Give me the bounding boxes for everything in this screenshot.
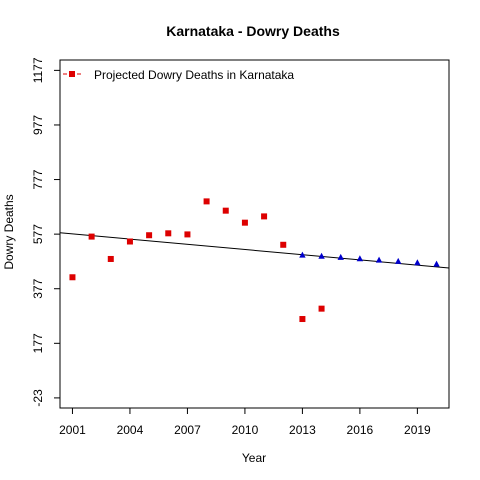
x-tick-label: 2010 [232,423,259,437]
y-tick-label: 377 [31,278,45,298]
projected-point [375,256,383,263]
y-tick-label: 977 [31,115,45,135]
y-tick-label: 177 [31,333,45,353]
projected-point [299,251,306,258]
x-axis: 2001 2004 2007 2010 2013 2016 2019 [59,408,431,437]
trend-line [59,232,450,269]
x-tick-label: 2019 [404,423,431,437]
y-tick-label: 1177 [31,57,45,83]
y-tick-label: -23 [31,389,45,407]
chart-title: Karnataka - Dowry Deaths [166,23,340,39]
x-tick-label: 2016 [347,423,374,437]
actual-point [107,255,114,262]
x-tick-label: 2013 [289,423,316,437]
actual-point [280,241,287,248]
actual-point [69,274,76,281]
actual-point [222,207,229,214]
legend-marker [69,71,75,77]
projected-point [356,255,364,262]
actual-point [261,213,268,220]
data-points [69,198,440,323]
actual-point [165,230,172,237]
legend-label: Projected Dowry Deaths in Karnataka [94,68,294,82]
projected-point [414,259,421,266]
x-tick-label: 2001 [59,423,86,437]
projected-point [433,260,440,267]
plot-frame [59,59,450,409]
actual-point [184,231,191,238]
y-axis-label: Dowry Deaths [2,194,16,269]
x-tick-label: 2007 [174,423,201,437]
actual-point [318,305,325,312]
y-tick-label: 777 [31,169,45,189]
actual-point [88,233,95,240]
y-tick-label: 577 [31,224,45,244]
projected-point [395,257,402,264]
x-tick-label: 2004 [117,423,144,437]
actual-point [203,198,210,205]
x-axis-label: Year [242,451,266,465]
actual-point [241,219,248,226]
actual-point [299,316,306,323]
actual-point [146,232,153,239]
legend: Projected Dowry Deaths in Karnataka [63,68,294,82]
trend-line-group [59,232,450,269]
y-axis: -23 177 377 577 777 977 1177 [31,57,60,407]
projected-point [337,253,344,260]
actual-point [126,238,133,245]
projected-point [318,252,325,259]
